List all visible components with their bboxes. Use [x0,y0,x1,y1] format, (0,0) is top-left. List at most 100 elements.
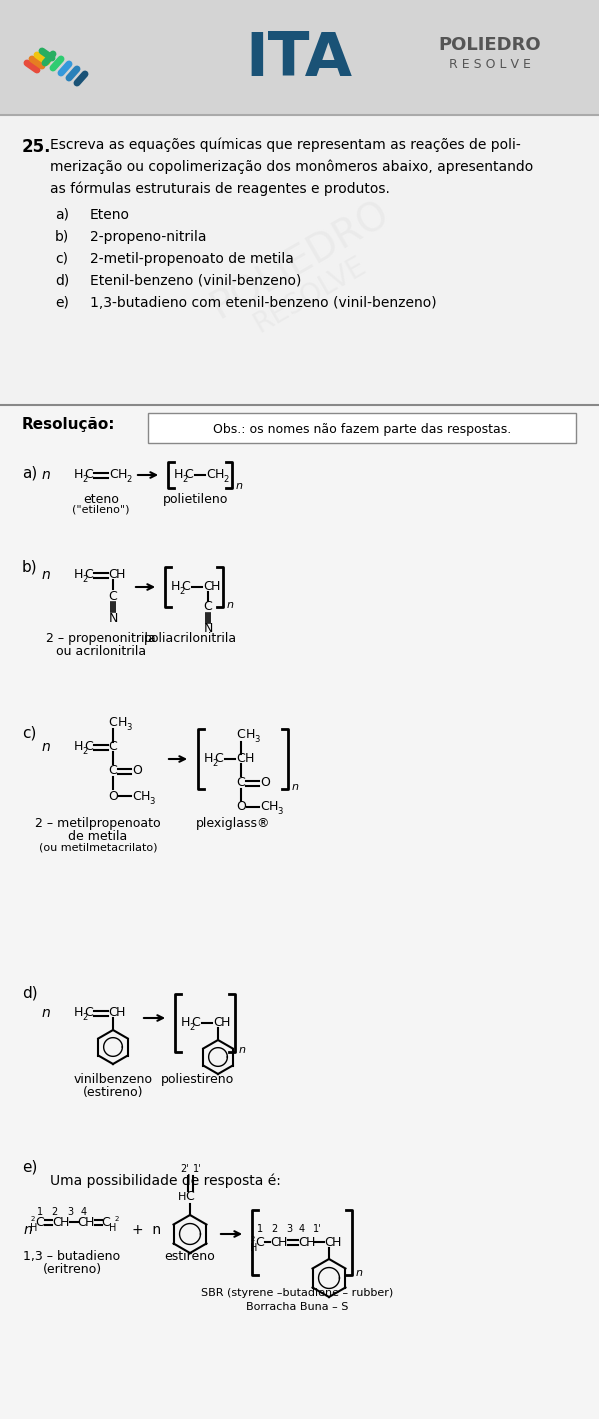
Text: (ou metilmetacrilato): (ou metilmetacrilato) [39,843,158,853]
Text: 3: 3 [277,807,283,816]
Text: C: C [237,728,246,742]
Text: (eritreno): (eritreno) [43,1263,102,1276]
Text: 4: 4 [81,1208,87,1218]
Text: 2: 2 [126,475,132,484]
Text: C: C [35,1216,44,1229]
Text: C: C [181,580,190,593]
Text: H: H [59,1216,69,1229]
Text: 2: 2 [251,1236,255,1242]
Text: 2-propeno-nitrila: 2-propeno-nitrila [90,230,207,244]
Text: C: C [102,1216,110,1229]
Text: 2: 2 [213,759,217,769]
Text: n: n [24,1223,33,1237]
Text: 2: 2 [271,1225,277,1235]
Text: Obs.: os nomes não fazem parte das respostas.: Obs.: os nomes não fazem parte das respo… [213,423,511,436]
Text: H: H [140,789,150,803]
Text: C: C [207,468,216,481]
Text: H: H [117,715,126,728]
Text: Resolução:: Resolução: [22,417,116,431]
Text: ou acrilonitrila: ou acrilonitrila [56,646,146,658]
Text: C: C [84,1006,93,1019]
Text: 1: 1 [257,1225,263,1235]
Text: C: C [132,789,141,803]
Text: eteno: eteno [83,492,119,507]
Text: H: H [116,569,125,582]
Text: n: n [239,1044,246,1054]
Text: H: H [178,1192,186,1202]
Text: O: O [236,800,246,813]
Text: 2: 2 [51,1208,57,1218]
FancyBboxPatch shape [148,413,576,443]
Text: C: C [84,468,93,481]
Text: C: C [271,1236,279,1249]
Text: C: C [84,741,93,753]
Text: C: C [108,715,117,728]
Text: C: C [108,765,117,778]
Text: H: H [31,1223,38,1233]
Text: C: C [214,752,223,765]
Text: n: n [42,739,51,753]
Text: n: n [292,782,299,792]
Text: 2: 2 [31,1216,35,1222]
FancyBboxPatch shape [0,0,599,115]
Text: C: C [108,589,117,603]
Text: 2: 2 [223,475,229,484]
Text: c): c) [55,253,68,265]
Text: C: C [108,741,117,753]
Text: 2: 2 [83,1013,87,1023]
Text: H: H [84,1216,93,1229]
Text: polietileno: polietileno [164,492,229,507]
Text: Eteno: Eteno [90,209,130,221]
Text: C: C [53,1216,61,1229]
Text: C: C [214,1016,222,1030]
Text: C: C [261,800,270,813]
Text: n: n [42,1006,51,1020]
Text: C: C [299,1236,307,1249]
Text: H: H [117,468,126,481]
Text: H: H [250,1243,258,1253]
Text: 3: 3 [255,735,260,745]
Text: 3: 3 [149,796,155,806]
Text: H: H [305,1236,314,1249]
Text: Uma possibilidade de resposta é:: Uma possibilidade de resposta é: [50,1174,281,1189]
Text: C: C [110,468,119,481]
Text: C: C [108,569,117,582]
Text: merização ou copolimerização dos monômeros abaixo, apresentando: merização ou copolimerização dos monômer… [50,160,533,175]
Text: 2: 2 [83,576,87,585]
Text: C: C [256,1236,264,1249]
Text: H: H [73,1006,83,1019]
Text: H: H [170,580,180,593]
Text: plexiglass®: plexiglass® [196,817,270,830]
Text: C: C [237,776,246,789]
Text: H: H [73,468,83,481]
Text: 1': 1' [193,1164,201,1174]
Text: Etenil-benzeno (vinil-benzeno): Etenil-benzeno (vinil-benzeno) [90,274,301,288]
Text: POLIEDRO: POLIEDRO [438,35,541,54]
Text: H: H [116,1006,125,1019]
Text: H: H [331,1236,341,1249]
Text: 2': 2' [181,1164,189,1174]
Text: 2: 2 [182,475,187,484]
Text: de metila: de metila [68,830,128,843]
Text: H: H [214,468,223,481]
Text: 1: 1 [37,1208,43,1218]
Text: H: H [73,569,83,582]
Text: H: H [180,1016,190,1030]
Text: RESOLVE: RESOLVE [249,251,371,339]
Text: C: C [325,1236,334,1249]
FancyBboxPatch shape [0,404,599,1419]
Text: vinilbenzeno: vinilbenzeno [74,1073,153,1086]
Text: b): b) [55,230,69,244]
Text: C: C [237,752,246,765]
Text: c): c) [22,725,37,739]
Text: N: N [108,613,117,626]
Text: 2: 2 [83,748,87,756]
Text: 4: 4 [299,1225,305,1235]
Text: H: H [73,741,83,753]
Text: C: C [204,580,213,593]
Text: H: H [109,1223,117,1233]
Text: +  n: + n [132,1223,161,1237]
Text: as fórmulas estruturais de reagentes e produtos.: as fórmulas estruturais de reagentes e p… [50,182,390,196]
Text: 3: 3 [286,1225,292,1235]
Text: Borracha Buna – S: Borracha Buna – S [246,1303,348,1313]
